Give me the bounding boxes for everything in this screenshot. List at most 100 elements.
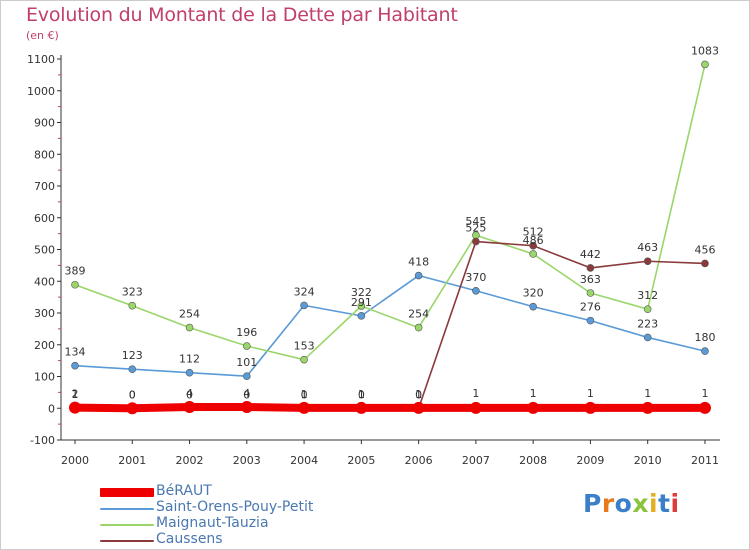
data-label: 123 [122,349,143,362]
data-label: 486 [523,234,544,247]
series-point [643,257,652,266]
x-tick-label: 2001 [118,454,146,467]
legend-swatch [100,508,154,510]
y-tick-label: 100 [34,371,55,384]
series-point [529,250,537,258]
legend-swatch [100,488,154,497]
data-label: 223 [637,317,658,330]
legend-swatch [100,524,154,526]
data-label: 254 [179,308,200,321]
data-label: 1 [644,387,651,400]
x-tick-label: 2006 [405,454,433,467]
legend-item: Caussens [100,531,400,548]
series-point [243,342,251,350]
x-tick-label: 2005 [347,454,375,467]
x-tick-label: 2009 [576,454,604,467]
brand-letter: r [601,489,615,518]
y-tick-label: 0 [48,402,55,415]
y-tick-label: 900 [34,117,55,130]
series-point [185,323,194,332]
chart-legend: BéRAUT Saint-Orens-Pouy-Petit Maignaut-Tau… [100,483,400,548]
data-label: 1 [472,387,479,400]
series-point [586,289,595,297]
series-point [183,400,196,413]
y-tick-label: 1000 [27,85,55,98]
data-label: 112 [179,353,200,366]
series-point [300,301,308,310]
data-label: 291 [351,296,372,309]
legend-swatch [100,540,154,542]
series-point [472,286,480,295]
data-label: 545 [465,215,486,228]
data-label: 525 [465,222,486,235]
x-tick-label: 2003 [233,454,261,467]
data-label: 0 [186,388,193,401]
series-point [586,316,595,325]
x-tick-label: 2002 [176,454,204,467]
series-point [128,365,137,373]
series-point [698,401,711,414]
y-tick-label: 400 [34,275,55,288]
data-label: 323 [122,286,143,299]
legend-item: Saint-Orens-Pouy-Petit [100,499,400,516]
series-point [69,401,81,414]
data-label: 196 [236,326,257,339]
series-point [472,237,480,246]
x-tick-label: 2010 [634,454,662,467]
data-label: 254 [408,308,429,321]
y-tick-label: 200 [34,339,55,352]
brand-letter: i [670,489,680,518]
y-tick-label: 600 [34,212,55,225]
data-label: 512 [523,226,544,239]
series-point [529,241,537,250]
data-label: 1 [701,387,708,400]
y-tick-label: 700 [34,180,55,193]
data-label: 418 [408,256,429,269]
series-point [126,402,139,415]
data-label: 1 [415,388,422,401]
y-tick-label: 500 [34,244,55,257]
series-point [240,400,253,413]
data-label: 1 [358,388,365,401]
series-point [701,60,709,69]
series-point [414,271,423,280]
data-label: 153 [294,340,315,353]
data-label: 1 [530,387,537,400]
series-line-0 [71,402,709,413]
legend-label: Caussens [156,531,223,547]
series-point [298,401,311,414]
legend-label: Saint-Orens-Pouy-Petit [156,499,314,515]
series-point [412,401,425,414]
data-label: 370 [465,271,486,284]
legend-label: Maignaut-Tauzia [156,515,269,531]
x-tick-label: 2008 [519,454,547,467]
data-label: 4 [243,387,250,400]
data-label: 276 [580,301,601,314]
data-label: 389 [65,265,86,278]
series-line-2 [74,63,706,361]
data-label: 1 [301,388,308,401]
brand-letter: i [649,489,659,518]
series-point [414,323,423,332]
series-point [701,347,709,355]
line-chart: -100010020030040050060070080090010001100… [27,44,720,467]
series-point [300,355,308,364]
chart-unit: (en €) [26,29,59,42]
data-label: 0 [243,388,250,401]
data-label: 0 [129,388,136,401]
series-point [584,401,597,414]
data-label: 2 [72,388,79,401]
brand-letter: o [614,489,633,518]
series-point [243,372,251,380]
data-label: 1 [587,387,594,400]
x-tick-label: 2000 [61,454,89,467]
series-point [71,361,79,370]
brand-logo: Proxiti [583,489,680,518]
x-tick-label: 2007 [462,454,490,467]
data-label: 1083 [691,44,719,57]
data-label: 0 [301,388,308,401]
legend-item: Maignaut-Tauzia [100,515,400,532]
data-label: 1 [72,388,79,401]
data-label: 180 [694,331,715,344]
series-line-3 [74,240,706,410]
